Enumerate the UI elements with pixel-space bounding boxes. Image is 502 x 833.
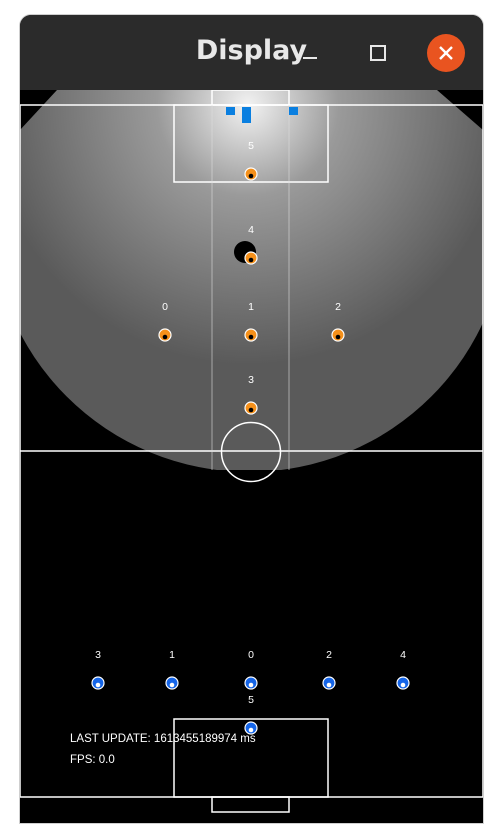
teammate-player-heading-dot bbox=[169, 682, 175, 688]
opponent-player-label: 1 bbox=[248, 301, 254, 313]
maximize-icon bbox=[370, 45, 386, 61]
teammate-player: 2 bbox=[322, 649, 336, 690]
opponent-player-heading-dot bbox=[335, 334, 341, 340]
teammate-player: 4 bbox=[396, 649, 410, 690]
opponent-player: 0 bbox=[158, 301, 172, 342]
top-goal bbox=[211, 89, 290, 106]
teammate-player-label: 4 bbox=[400, 649, 406, 661]
field-canvas[interactable]: 5 4 0 1 2 3 3 1 0 2 4 5 LAST UPDATE: 1613455189974 … bbox=[20, 89, 483, 823]
opponent-player-heading-dot bbox=[248, 257, 254, 263]
field-lines bbox=[20, 89, 483, 813]
teammate-player: 0 bbox=[244, 649, 258, 690]
close-button[interactable] bbox=[427, 34, 465, 72]
opponent-player-heading-dot bbox=[162, 334, 168, 340]
teammate-player-heading-dot bbox=[400, 682, 406, 688]
teammate-player: 1 bbox=[165, 649, 179, 690]
last-update-text: LAST UPDATE: 1613455189974 ms bbox=[70, 733, 256, 745]
teammate-player-label: 1 bbox=[169, 649, 175, 661]
fps-text: FPS: 0.0 bbox=[70, 754, 115, 766]
opponent-player-label: 4 bbox=[248, 224, 254, 236]
bottom-goal bbox=[211, 796, 290, 813]
opponent-player-heading-dot bbox=[248, 173, 254, 179]
teammate-player-label: 3 bbox=[95, 649, 101, 661]
opponent-player-heading-dot bbox=[248, 334, 254, 340]
opponent-player: 5 bbox=[244, 140, 258, 181]
marker-center bbox=[242, 107, 251, 123]
teammate-player-heading-dot bbox=[95, 682, 101, 688]
opponent-player: 3 bbox=[244, 374, 258, 415]
teammate-player-label: 5 bbox=[248, 694, 254, 706]
opponent-player: 2 bbox=[331, 301, 345, 342]
marker-left bbox=[226, 107, 235, 115]
teammate-player-label: 0 bbox=[248, 649, 254, 661]
minimize-button[interactable] bbox=[291, 34, 329, 72]
maximize-button[interactable] bbox=[359, 34, 397, 72]
opponent-player-label: 2 bbox=[335, 301, 341, 313]
vision-cone bbox=[20, 90, 483, 470]
teammate-player-heading-dot bbox=[248, 727, 254, 733]
teammate-player-heading-dot bbox=[248, 682, 254, 688]
title-bar[interactable]: Display bbox=[20, 15, 483, 90]
opponent-player: 4 bbox=[244, 224, 258, 265]
players-layer: 5 4 0 1 2 3 3 1 0 2 4 5 bbox=[91, 140, 410, 735]
marker-right bbox=[289, 107, 298, 115]
opponent-player: 1 bbox=[244, 301, 258, 342]
teammate-player-label: 2 bbox=[326, 649, 332, 661]
teammate-player-heading-dot bbox=[326, 682, 332, 688]
teammate-player: 5 bbox=[244, 694, 258, 735]
center-circle bbox=[220, 421, 282, 483]
opponent-player-label: 0 bbox=[162, 301, 168, 313]
opponent-player-label: 3 bbox=[248, 374, 254, 386]
field-view: 5 4 0 1 2 3 3 1 0 2 4 5 LAST UPDATE: 1613455189974 … bbox=[20, 89, 483, 813]
opponent-player-label: 5 bbox=[248, 140, 254, 152]
window-title: Display bbox=[195, 35, 308, 66]
display-window: Display bbox=[20, 15, 483, 823]
minimize-icon bbox=[303, 57, 317, 59]
close-icon bbox=[439, 46, 453, 60]
teammate-player: 3 bbox=[91, 649, 105, 690]
opponent-player-heading-dot bbox=[248, 407, 254, 413]
